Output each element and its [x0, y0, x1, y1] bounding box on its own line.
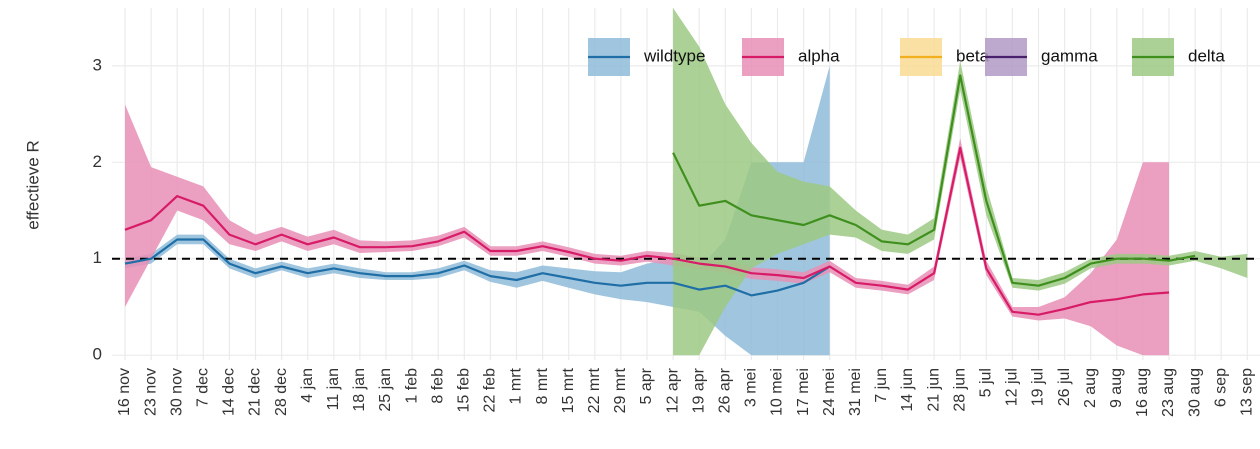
x-tick-label: 14 jun — [899, 368, 916, 412]
legend-label: gamma — [1041, 46, 1098, 65]
x-tick-label: 23 nov — [142, 368, 159, 416]
x-tick-label: 16 nov — [116, 368, 133, 416]
plot-area — [112, 8, 1260, 356]
x-tick-label: 4 jan — [299, 368, 316, 403]
x-tick-label: 8 feb — [429, 368, 446, 404]
x-tick-label: 2 aug — [1082, 368, 1099, 408]
x-tick-label: 28 dec — [273, 368, 290, 416]
x-tick-label: 1 feb — [403, 368, 420, 404]
legend-label: delta — [1188, 46, 1225, 65]
legend-label: alpha — [798, 46, 840, 65]
x-tick-label: 17 mei — [795, 368, 812, 416]
x-tick-label: 21 jun — [925, 368, 942, 412]
series-line — [124, 146, 1170, 316]
x-tick-label: 14 dec — [221, 368, 238, 416]
x-tick-label: 31 mei — [847, 368, 864, 416]
x-tick-label: 10 mei — [769, 368, 786, 416]
x-tick-label: 21 dec — [247, 368, 264, 416]
series-line — [124, 238, 831, 297]
x-tick-label: 5 apr — [638, 367, 655, 404]
x-tick-label: 26 apr — [717, 367, 734, 413]
x-tick-label: 29 mrt — [612, 367, 629, 413]
x-tick-label: 3 mei — [743, 368, 760, 407]
x-tick-label: 5 jul — [978, 368, 995, 397]
x-tick-label: 7 jun — [873, 368, 890, 403]
x-tick-label: 16 aug — [1134, 368, 1151, 417]
legend-label: beta — [956, 46, 990, 65]
x-tick-label: 13 sep — [1239, 368, 1256, 416]
y-tick-label: 3 — [93, 55, 102, 74]
y-tick-label: 1 — [93, 248, 102, 267]
x-tick-label: 15 mrt — [560, 367, 577, 413]
x-tick-label: 12 jul — [1004, 368, 1021, 406]
x-tick-label: 19 apr — [690, 367, 707, 413]
confidence-band — [125, 104, 1169, 356]
x-tick-label: 26 jul — [1056, 368, 1073, 406]
y-tick-label: 0 — [93, 345, 102, 364]
y-axis-label: effectieve R — [23, 140, 42, 229]
x-tick-label: 19 jul — [1030, 368, 1047, 406]
legend-label: wildtype — [643, 46, 705, 65]
x-tick-label: 15 feb — [456, 368, 473, 413]
x-tick-label: 22 mrt — [586, 367, 603, 413]
x-tick-label: 23 aug — [1160, 368, 1177, 417]
x-tick-label: 1 mrt — [508, 367, 525, 404]
x-tick-label: 22 feb — [482, 368, 499, 413]
x-tick-label: 30 aug — [1186, 368, 1203, 417]
x-tick-label: 18 jan — [351, 368, 368, 412]
x-tick-label: 30 nov — [168, 368, 185, 416]
x-tick-label: 11 jan — [325, 368, 342, 410]
x-tick-label: 28 jun — [951, 368, 968, 412]
series-line — [672, 74, 1196, 287]
x-tick-label: 24 mei — [821, 368, 838, 416]
x-tick-label: 7 dec — [195, 368, 212, 407]
x-tick-label: 6 sep — [1212, 368, 1229, 407]
x-tick-label: 9 aug — [1108, 368, 1125, 408]
x-tick-label: 25 jan — [377, 368, 394, 412]
x-tick-label: 8 mrt — [534, 367, 551, 404]
y-tick-label: 2 — [93, 152, 102, 171]
x-tick-label: 12 apr — [664, 367, 681, 413]
